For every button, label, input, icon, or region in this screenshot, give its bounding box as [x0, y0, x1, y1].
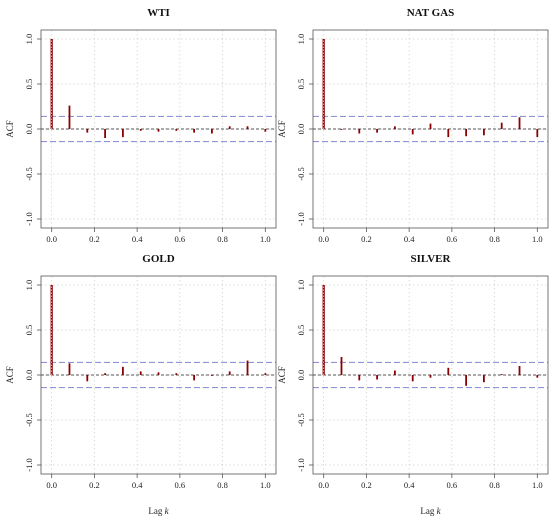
- y-tick-label: 0.0: [296, 124, 306, 135]
- x-tick-label: 0.4: [404, 234, 415, 244]
- y-tick-label: -0.5: [24, 167, 34, 180]
- y-axis-label: ACF: [277, 120, 287, 138]
- y-tick-label: -0.5: [296, 413, 306, 426]
- y-tick-label: -1.0: [24, 212, 34, 225]
- x-tick-label: 0.2: [361, 480, 372, 490]
- y-tick-label: 0.5: [296, 325, 306, 336]
- y-tick-label: 0.5: [24, 325, 34, 336]
- y-tick-label: -0.5: [24, 413, 34, 426]
- y-tick-label: 1.0: [296, 34, 306, 45]
- y-tick-label: 0.5: [296, 79, 306, 90]
- y-axis-label: ACF: [5, 366, 15, 384]
- y-tick-label: 0.0: [296, 370, 306, 381]
- x-axis-label: Lag k: [420, 506, 441, 516]
- x-tick-label: 0.4: [404, 480, 415, 490]
- y-tick-label: 0.0: [24, 124, 34, 135]
- y-tick-label: 0.0: [24, 370, 34, 381]
- y-tick-label: -0.5: [296, 167, 306, 180]
- y-axis-label: ACF: [277, 366, 287, 384]
- x-tick-label: 0.2: [361, 234, 372, 244]
- y-tick-label: 0.5: [24, 79, 34, 90]
- x-axis-label: Lag k: [148, 506, 169, 516]
- x-tick-label: 0.4: [132, 234, 143, 244]
- y-tick-label: 1.0: [24, 280, 34, 291]
- y-axis-label: ACF: [5, 120, 15, 138]
- x-tick-label: 0.6: [447, 480, 458, 490]
- x-tick-label: 1.0: [532, 234, 543, 244]
- y-tick-label: -1.0: [24, 458, 34, 471]
- x-tick-label: 0.2: [89, 480, 100, 490]
- y-tick-label: -1.0: [296, 458, 306, 471]
- x-tick-label: 0.6: [447, 234, 458, 244]
- panel-title: NAT GAS: [407, 7, 455, 19]
- x-tick-label: 0.0: [318, 234, 329, 244]
- x-tick-label: 1.0: [260, 480, 271, 490]
- x-tick-label: 0.8: [217, 480, 228, 490]
- x-tick-label: 0.4: [132, 480, 143, 490]
- panel-title: WTI: [147, 7, 170, 19]
- x-tick-label: 0.2: [89, 234, 100, 244]
- x-tick-label: 0.8: [217, 234, 228, 244]
- y-tick-label: -1.0: [296, 212, 306, 225]
- acf-panel-gold: 0.0 0.2 0.4 0.6 0.8 1.0 -1.0 -0.5 0.0 0.5 1.0 GOLD A…: [5, 253, 277, 516]
- x-tick-label: 0.8: [489, 234, 500, 244]
- x-tick-label: 1.0: [532, 480, 543, 490]
- panel-title: GOLD: [142, 253, 174, 265]
- x-tick-label: 1.0: [260, 234, 271, 244]
- acf-panel-wti: 0.0 0.2 0.4 0.6 0.8 1.0 -1.0 -0.5 0.0 0.5 1.0 WTI AC…: [5, 7, 277, 244]
- x-tick-label: 0.6: [175, 234, 186, 244]
- acf-panel-nat-gas: 0.0 0.2 0.4 0.6 0.8 1.0 -1.0 -0.5 0.0 0.5 1.0 NAT G…: [277, 7, 549, 244]
- acf-panel-silver: 0.0 0.2 0.4 0.6 0.8 1.0 -1.0 -0.5 0.0 0.5 1.0 SILVE…: [277, 253, 549, 516]
- panel-title: SILVER: [411, 253, 452, 265]
- x-tick-label: 0.6: [175, 480, 186, 490]
- x-tick-label: 0.0: [46, 234, 57, 244]
- y-tick-label: 1.0: [296, 280, 306, 291]
- y-tick-label: 1.0: [24, 34, 34, 45]
- x-tick-label: 0.0: [318, 480, 329, 490]
- x-tick-label: 0.8: [489, 480, 500, 490]
- x-tick-label: 0.0: [46, 480, 57, 490]
